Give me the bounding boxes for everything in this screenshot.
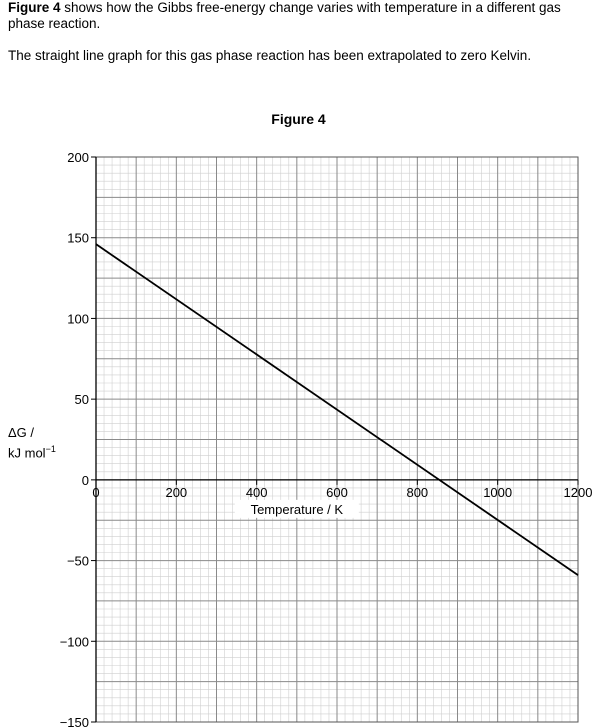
intro-paragraph-2: The straight line graph for this gas pha…	[8, 48, 532, 63]
y-tick-label: 100	[67, 311, 89, 326]
intro-line1: shows how the Gibbs free-energy change v…	[8, 0, 561, 31]
series-layer	[95, 243, 579, 576]
x-tick-label: 800	[406, 485, 428, 500]
y-axis-label-unit: kJ mol	[8, 445, 46, 461]
chart-title: Figure 4	[271, 111, 326, 127]
tick-labels: 200 150 100 50 0 −50 −100 −150 0 200 400 600 800 1000…	[60, 150, 593, 728]
x-tick-label: 1000	[483, 485, 512, 500]
x-tick-label: 600	[326, 485, 348, 500]
y-axis-label: ΔG / kJ mol−1	[8, 424, 56, 461]
y-axis-label-line1: ΔG /	[8, 425, 35, 440]
x-tick-label: 1200	[564, 485, 593, 500]
y-tick-label: 200	[67, 150, 89, 165]
intro-text: Figure 4 shows how the Gibbs free-energy…	[8, 0, 593, 64]
x-tick-label: 200	[165, 485, 187, 500]
x-axis-label-group: Temperature / K	[234, 499, 359, 518]
axes	[91, 156, 579, 723]
data-line	[95, 243, 579, 576]
x-tick-label: 400	[246, 485, 268, 500]
y-axis-label-sup: −1	[45, 444, 56, 454]
intro-paragraph-1: Figure 4 shows how the Gibbs free-energy…	[8, 0, 593, 32]
y-tick-label: 0	[82, 473, 89, 488]
figure-reference: Figure 4	[8, 0, 61, 15]
y-tick-label: 50	[75, 392, 89, 407]
y-tick-label: −50	[67, 554, 89, 569]
x-axis-label: Temperature / K	[251, 502, 344, 517]
x-axis-label-bg	[234, 499, 359, 518]
y-tick-label: −100	[60, 634, 89, 649]
y-axis-label-line2: kJ mol−1	[8, 441, 56, 461]
y-tick-label: 150	[67, 231, 89, 246]
y-tick-label: −150	[60, 715, 89, 728]
x-tick-label: 0	[92, 485, 99, 500]
